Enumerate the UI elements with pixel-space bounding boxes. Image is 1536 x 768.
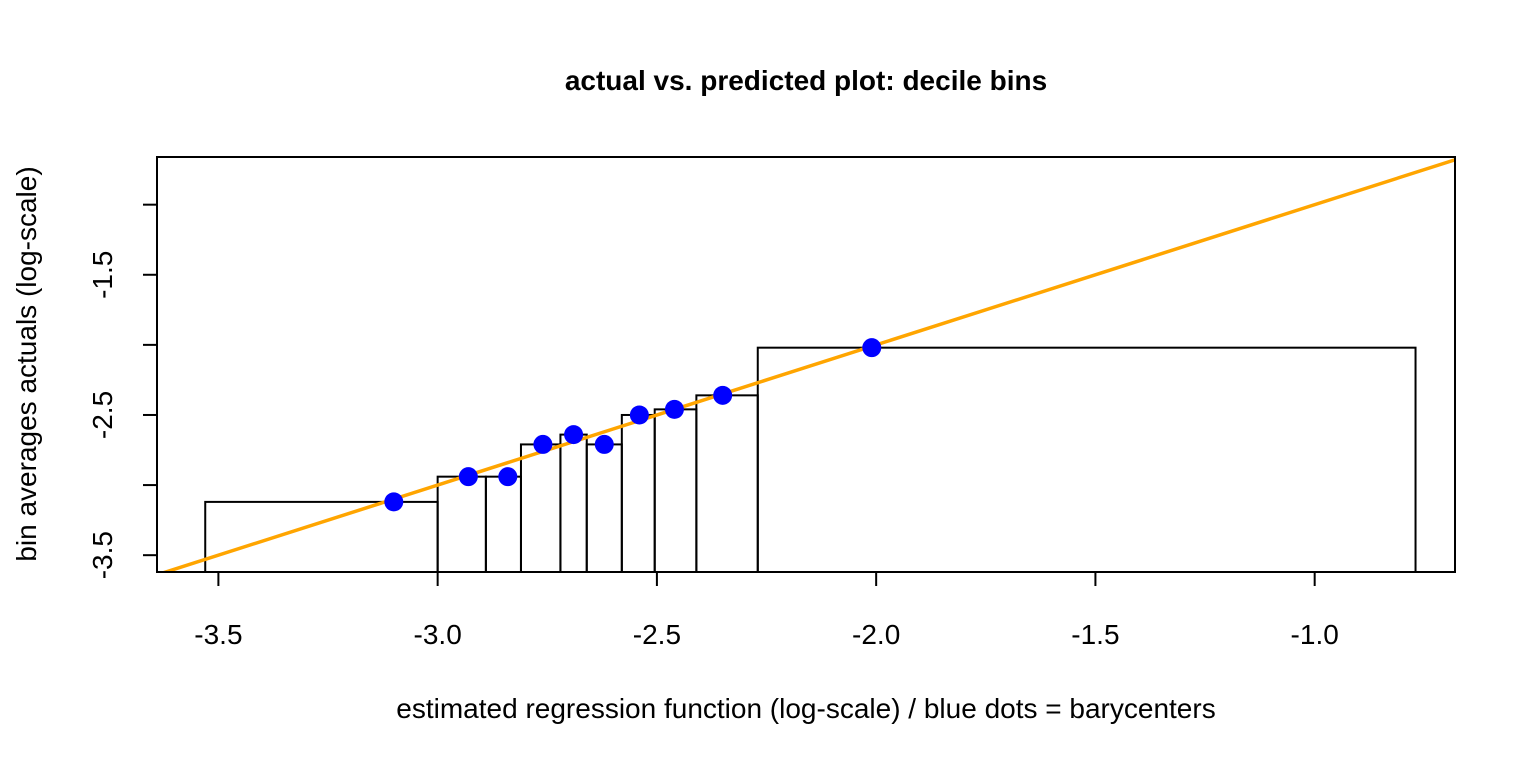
bin-rect-1 <box>204 500 439 572</box>
x-tick-label: -3.5 <box>194 619 242 650</box>
y-tick-label: -3.5 <box>87 531 118 579</box>
axes: -3.5 -3.0 -2.5 -2.0 -1.5 -1.0 -3.5 -2.5 -1.5 <box>87 156 1456 650</box>
barycenter-point-9 <box>713 385 733 405</box>
y-axis-label: bin averages actuals (log-scale) <box>11 166 42 561</box>
bin-rect-3 <box>484 475 522 572</box>
bin-rect-7 <box>620 413 656 572</box>
barycenter-point-10 <box>862 338 882 358</box>
x-tick-label: -1.0 <box>1291 619 1339 650</box>
bin-rect-10 <box>756 346 1417 572</box>
chart-title: actual vs. predicted plot: decile bins <box>565 65 1047 96</box>
barycenter-point-7 <box>629 405 649 425</box>
barycenter-point-4 <box>533 434 553 454</box>
bin-rect-2 <box>436 475 487 572</box>
x-axis-label: estimated regression function (log-scale… <box>396 693 1215 724</box>
y-tick-label: -1.5 <box>87 251 118 299</box>
bin-rect-4 <box>519 443 562 572</box>
barycenter-point-8 <box>664 399 684 419</box>
bin-rect-6 <box>585 443 623 572</box>
barycenter-point-5 <box>564 425 584 445</box>
reference-line <box>160 157 1455 572</box>
plot-frame <box>156 156 1456 573</box>
barycenter-point-3 <box>498 467 518 487</box>
bin-rect-8 <box>653 408 698 572</box>
barycenter-point-6 <box>594 434 614 454</box>
x-tick-label: -3.0 <box>414 619 462 650</box>
bin-rect-5 <box>559 433 588 572</box>
plot-area <box>160 157 1455 572</box>
barycenter-point-2 <box>458 467 478 487</box>
x-tick-label: -2.0 <box>852 619 900 650</box>
x-tick-label: -2.5 <box>633 619 681 650</box>
bin-rect-9 <box>695 394 759 572</box>
y-tick-label: -2.5 <box>87 391 118 439</box>
barycenter-point-1 <box>384 492 404 512</box>
x-tick-label: -1.5 <box>1071 619 1119 650</box>
